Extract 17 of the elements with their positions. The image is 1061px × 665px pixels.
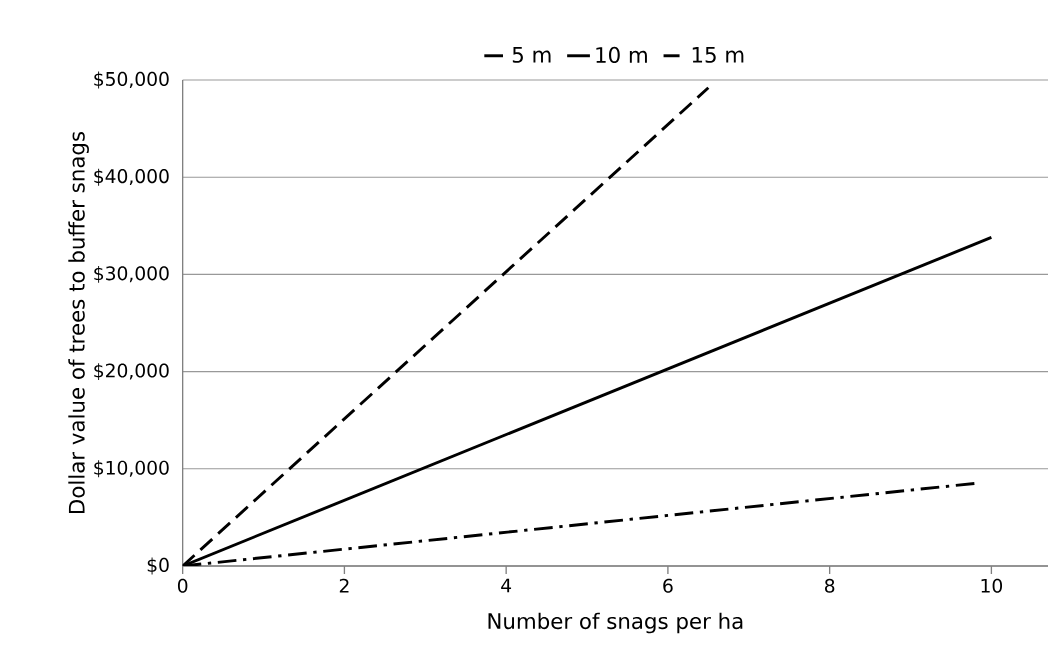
x-axis-title: Number of snags per ha	[488, 612, 743, 634]
x-tick-label: 10	[981, 578, 1003, 593]
y-tick-label: $40,000	[94, 168, 169, 186]
x-tick-label: 0	[177, 578, 188, 593]
y-tick-label: $20,000	[94, 363, 169, 381]
y-axis-title: Dollar value of trees to buffer snags	[68, 131, 89, 513]
y-tick-label: $30,000	[94, 265, 169, 283]
x-tick-label: 2	[339, 578, 349, 593]
legend-label: 15 m	[692, 46, 744, 63]
y-tick-label: $0	[147, 557, 169, 575]
x-tick-label: 4	[501, 578, 512, 593]
x-tick-label: 6	[663, 578, 673, 593]
y-tick-label: $10,000	[94, 460, 169, 478]
legend-label: 5 m	[512, 46, 551, 63]
y-tick-label: $50,000	[94, 71, 169, 89]
x-tick-label: 8	[824, 578, 835, 593]
legend-label: 10 m	[596, 46, 647, 63]
